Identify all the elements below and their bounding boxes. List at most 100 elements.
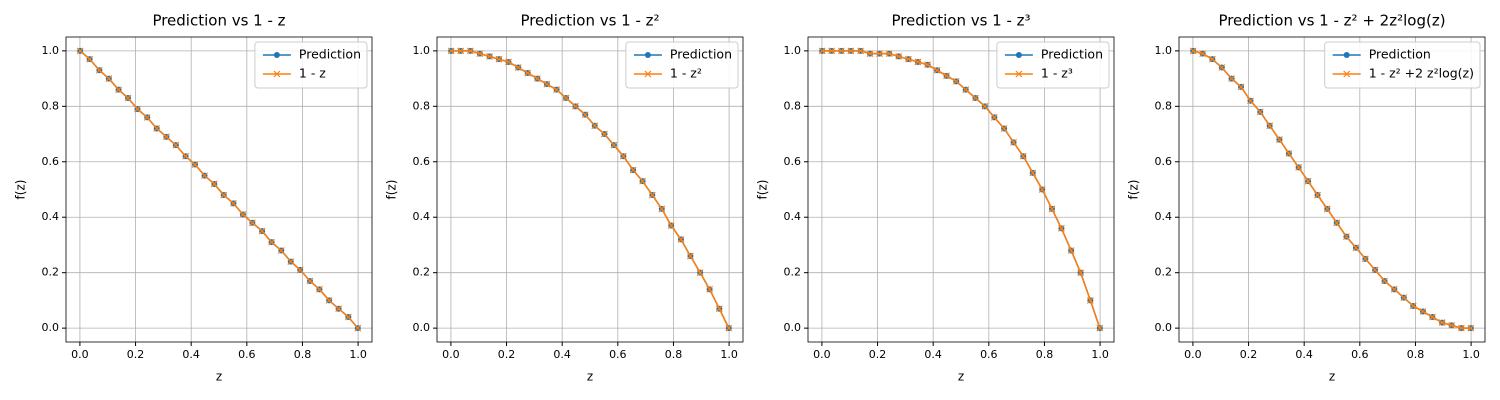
x-tick-label: 0.0 — [442, 348, 460, 361]
x-axis-label: z — [216, 370, 222, 384]
marker — [952, 77, 960, 85]
subplot: 0.0 0.2 0.4 0.6 0.8 1.0 0.0 0.2 0.4 0.6 0.8 1.0 Pred… — [14, 12, 373, 384]
marker — [514, 64, 522, 71]
marker — [857, 47, 865, 55]
legend-label: Prediction — [299, 47, 361, 62]
y-tick-label: 0.2 — [413, 266, 431, 279]
marker — [533, 75, 541, 83]
legend: Prediction 1 - z² +2 z²log(z) — [1324, 41, 1481, 89]
marker — [601, 130, 608, 138]
x-tick-label: 0.0 — [71, 348, 89, 361]
y-tick-label: 0.0 — [42, 321, 60, 334]
marker — [885, 50, 893, 58]
y-tick-label: 0.8 — [42, 99, 60, 112]
y-tick-label: 0.6 — [413, 155, 431, 168]
x-tick-label: 0.2 — [869, 348, 887, 361]
marker — [1096, 324, 1104, 332]
marker — [1457, 324, 1465, 332]
x-tick-label: 1.0 — [349, 348, 367, 361]
x-tick-label: 0.2 — [1240, 348, 1258, 361]
legend-label: Prediction — [1369, 47, 1431, 62]
y-tick-label: 0.0 — [1155, 321, 1173, 334]
subplot: 0.0 0.2 0.4 0.6 0.8 1.0 0.0 0.2 0.4 0.6 0.8 1.0 Pred… — [385, 12, 744, 384]
y-tick-label: 0.4 — [1155, 210, 1173, 223]
legend-marker — [273, 52, 280, 58]
marker — [562, 94, 570, 102]
marker — [715, 305, 723, 313]
marker — [1361, 255, 1369, 263]
marker — [1067, 247, 1075, 254]
marker — [201, 172, 208, 180]
marker — [325, 296, 333, 304]
chart-title: Prediction vs 1 - z² — [520, 12, 659, 30]
marker — [543, 80, 551, 88]
y-tick-label: 1.0 — [784, 44, 802, 57]
marker — [1228, 75, 1236, 83]
y-tick-label: 1.0 — [42, 44, 60, 57]
marker — [696, 269, 704, 277]
marker — [1381, 277, 1389, 285]
marker — [1038, 186, 1046, 193]
marker — [248, 219, 256, 227]
marker — [619, 152, 627, 160]
marker — [1419, 308, 1427, 315]
marker — [581, 111, 589, 119]
marker — [182, 152, 190, 160]
marker — [895, 52, 903, 60]
y-tick-label: 1.0 — [413, 44, 431, 57]
legend-marker — [1015, 52, 1022, 58]
legend-label: 1 - z² +2 z²log(z) — [1369, 66, 1474, 81]
chart-title: Prediction vs 1 - z² + 2z²log(z) — [1218, 12, 1445, 30]
legend-label: 1 - z³ — [1041, 66, 1073, 81]
marker — [1390, 285, 1398, 293]
marker — [553, 86, 561, 94]
marker — [1256, 108, 1264, 116]
y-tick-label: 0.2 — [784, 266, 802, 279]
marker — [1400, 294, 1408, 302]
legend-label: Prediction — [1041, 47, 1103, 62]
marker — [1019, 152, 1027, 160]
x-tick-label: 0.2 — [127, 348, 145, 361]
marker — [191, 161, 199, 168]
marker — [210, 180, 218, 188]
marker — [1448, 321, 1456, 329]
marker — [943, 72, 950, 80]
y-tick-label: 0.4 — [784, 210, 802, 223]
marker — [572, 102, 579, 110]
marker — [115, 86, 123, 94]
marker — [354, 324, 362, 332]
chart-title: Prediction vs 1 - z³ — [891, 12, 1030, 30]
marker — [648, 191, 656, 199]
marker — [1409, 302, 1417, 310]
marker — [1247, 97, 1254, 105]
x-axis-label: z — [958, 370, 964, 384]
marker — [230, 199, 237, 207]
marker — [239, 211, 247, 218]
marker — [1208, 55, 1216, 63]
legend-marker — [1343, 70, 1351, 78]
marker — [706, 285, 714, 293]
subplot: 0.0 0.2 0.4 0.6 0.8 1.0 0.0 0.2 0.4 0.6 0.8 1.0 Pred… — [1127, 12, 1486, 384]
marker — [1010, 138, 1018, 146]
series-line — [451, 50, 730, 329]
marker — [933, 66, 941, 74]
x-tick-label: 1.0 — [1091, 348, 1109, 361]
legend-marker — [644, 52, 651, 58]
marker — [828, 47, 836, 55]
marker — [1323, 205, 1331, 213]
marker — [658, 205, 666, 213]
y-tick-label: 0.4 — [42, 210, 60, 223]
x-tick-label: 0.4 — [182, 348, 200, 361]
legend-label: 1 - z — [299, 66, 326, 81]
marker — [1199, 50, 1207, 58]
marker — [1237, 83, 1245, 91]
marker — [610, 141, 618, 149]
marker — [466, 47, 474, 55]
marker — [866, 50, 874, 58]
marker — [725, 324, 733, 332]
legend-marker — [273, 70, 281, 78]
marker — [904, 55, 912, 63]
marker — [1343, 233, 1350, 241]
y-tick-label: 0.0 — [784, 321, 802, 334]
marker — [1029, 169, 1037, 177]
